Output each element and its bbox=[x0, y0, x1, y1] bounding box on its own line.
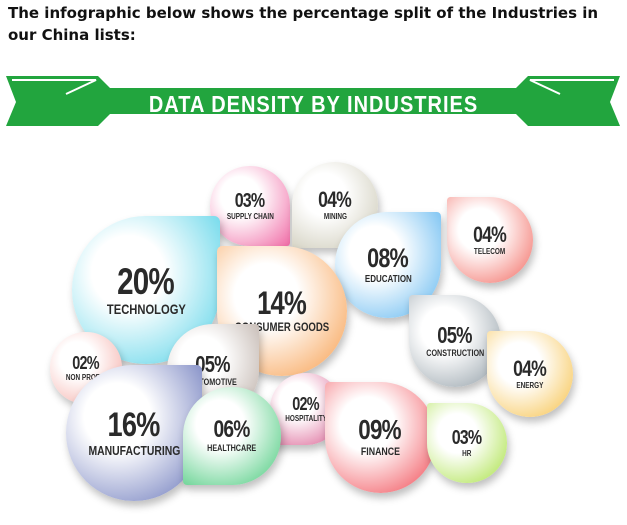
bubble-label: HEALTHCARE bbox=[207, 443, 257, 454]
bubble-finance: 09% FINANCE bbox=[324, 381, 436, 493]
bubble-percent: 06% bbox=[213, 416, 251, 444]
bubble-hr: 03% HR bbox=[427, 403, 507, 483]
bubble-percent: 02% bbox=[72, 352, 100, 373]
bubble-label: ENERGY bbox=[516, 380, 544, 390]
bubble-label: MINING bbox=[323, 211, 347, 221]
bubble-healthcare: 06% HEALTHCARE bbox=[183, 387, 281, 485]
bubble-construction: 05% CONSTRUCTION bbox=[409, 295, 501, 387]
bubble-percent: 03% bbox=[235, 189, 265, 212]
bubble-label: TELECOM bbox=[474, 246, 506, 256]
bubble-percent: 04% bbox=[473, 221, 508, 247]
bubble-label: SUPPLY CHAIN bbox=[226, 211, 274, 221]
bubble-label: EDUCATION bbox=[364, 273, 412, 285]
bubble-percent: 03% bbox=[452, 426, 482, 449]
bubble-label: FINANCE bbox=[360, 445, 400, 458]
bubble-percent: 20% bbox=[117, 260, 176, 302]
bubble-percent: 02% bbox=[292, 393, 320, 414]
bubble-manufacturing: 16% MANUFACTURING bbox=[66, 365, 202, 501]
bubble-label: HOSPITALITY bbox=[285, 413, 327, 423]
bubble-label: MANUFACTURING bbox=[88, 442, 180, 458]
bubble-label: AUTOMOTIVE bbox=[189, 376, 237, 387]
bubble-label: NON PROFIT bbox=[66, 372, 106, 382]
bubble-percent: 08% bbox=[367, 242, 410, 273]
bubble-label: TECHNOLOGY bbox=[106, 300, 186, 317]
bubble-percent: 04% bbox=[513, 355, 548, 381]
bubble-telecom: 04% TELECOM bbox=[447, 197, 533, 283]
bubble-percent: 16% bbox=[107, 405, 161, 444]
bubble-percent: 04% bbox=[318, 186, 353, 212]
bubble-percent: 14% bbox=[257, 285, 308, 322]
bubble-label: CONSTRUCTION bbox=[425, 347, 484, 358]
chart-title: DATA DENSITY BY INDUSTRIES bbox=[148, 92, 479, 118]
bubble-energy: 04% ENERGY bbox=[487, 331, 573, 417]
intro-text: The infographic below shows the percenta… bbox=[8, 4, 599, 44]
title-banner bbox=[6, 76, 620, 126]
bubble-percent: 05% bbox=[437, 321, 473, 348]
bubble-supply-chain: 03% SUPPLY CHAIN bbox=[210, 166, 290, 246]
bubble-label: HR bbox=[462, 448, 472, 458]
bubble-percent: 09% bbox=[358, 413, 402, 445]
bubble-percent: 05% bbox=[195, 350, 231, 377]
bubble-education: 08% EDUCATION bbox=[334, 211, 442, 319]
